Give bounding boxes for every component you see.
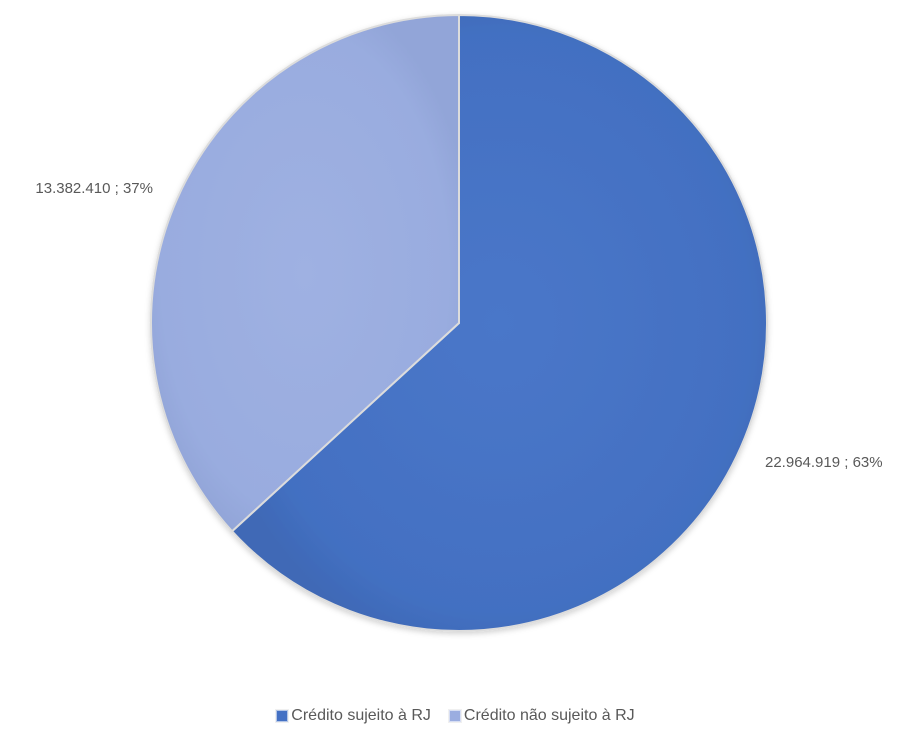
pie-slice-credito-sujeito — [230, 13, 768, 632]
legend-label-credito-sujeito: Crédito sujeito à RJ — [291, 707, 431, 724]
data-label-credito-nao-sujeito: 13.382.410 ; 37% — [35, 180, 153, 197]
legend-swatch-credito-nao-sujeito — [448, 710, 461, 722]
legend-item-credito-nao-sujeito: Crédito não sujeito à RJ — [448, 707, 635, 725]
pie-slices — [150, 13, 768, 632]
data-label-credito-sujeito: 22.964.919 ; 63% — [765, 454, 883, 471]
legend: Crédito sujeito à RJ Crédito não sujeito… — [0, 707, 911, 725]
pie-slice-credito-nao-sujeito — [150, 13, 460, 533]
data-labels: 22.964.919 ; 63% 13.382.410 ; 37% — [35, 180, 882, 471]
legend-label-credito-nao-sujeito: Crédito não sujeito à RJ — [463, 707, 635, 724]
legend-item-credito-sujeito: Crédito sujeito à RJ — [276, 707, 431, 725]
legend-swatch-credito-sujeito — [276, 710, 289, 722]
